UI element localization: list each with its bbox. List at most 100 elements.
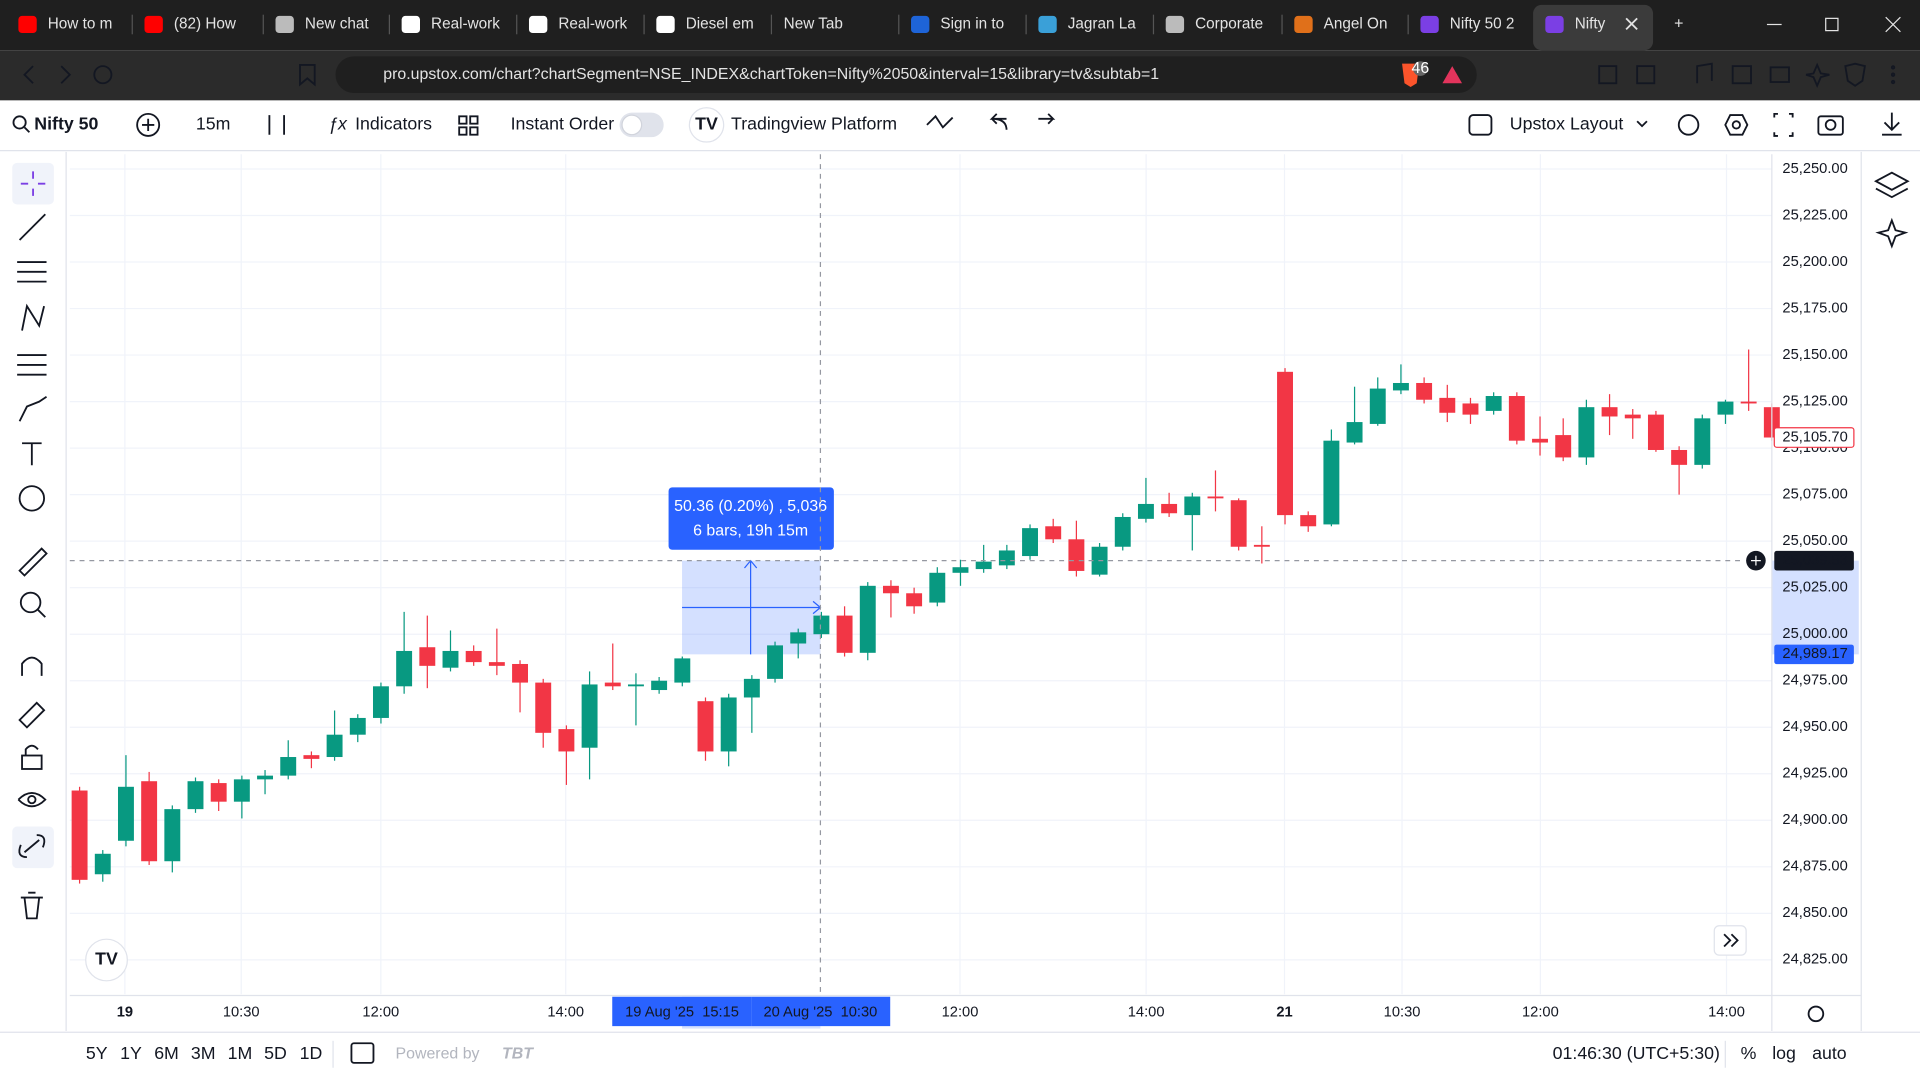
candle-body — [257, 775, 274, 780]
range-button[interactable]: 3M — [191, 1043, 216, 1063]
templates-button[interactable] — [458, 115, 479, 136]
close-window[interactable] — [1885, 16, 1901, 33]
right-panel — [1861, 151, 1920, 1032]
y-tick-label: 24,900.00 — [1782, 812, 1847, 828]
tab-icon — [1165, 15, 1185, 34]
y-tick-label: 25,025.00 — [1782, 580, 1847, 596]
candle-body — [1601, 407, 1618, 417]
candle-body — [1717, 401, 1734, 415]
log-toggle[interactable]: log — [1772, 1043, 1796, 1063]
active-tab[interactable] — [1533, 4, 1654, 51]
tab-title[interactable]: Nifty — [1575, 16, 1606, 33]
candle-body — [1230, 500, 1247, 547]
candle-body — [1161, 503, 1178, 514]
last-price-box — [1773, 427, 1855, 448]
brand: TBT — [502, 1045, 534, 1062]
candle-body — [1369, 388, 1386, 424]
layout[interactable]: Upstox Layout — [1510, 114, 1624, 134]
interval[interactable]: 15m — [196, 114, 231, 134]
forward-button[interactable] — [60, 65, 72, 84]
candle-body — [349, 717, 366, 735]
tab-title[interactable]: Sign in to — [940, 16, 1004, 33]
candle-body — [141, 781, 158, 862]
candle-body — [210, 783, 227, 802]
tv-watermark — [85, 938, 128, 982]
address-bar[interactable] — [335, 56, 1477, 94]
compare-button[interactable] — [136, 112, 161, 137]
symbol[interactable]: Nifty 50 — [34, 114, 98, 134]
layers-button[interactable] — [1873, 171, 1910, 199]
reload-button[interactable] — [93, 65, 113, 85]
candle-body — [1578, 407, 1595, 458]
range-low-label: 24,989.17 — [1782, 646, 1847, 662]
link-tool-active[interactable] — [12, 826, 54, 869]
range-button[interactable]: 1D — [300, 1043, 323, 1063]
candle-body — [1555, 435, 1572, 458]
clock: 01:46:30 (UTC+5:30) — [1553, 1043, 1720, 1063]
instant-order[interactable]: Instant Order — [511, 114, 615, 134]
bookmark[interactable] — [299, 63, 316, 87]
candle-body — [187, 781, 204, 810]
maximize[interactable] — [1825, 17, 1839, 32]
tv-logo: TV — [695, 114, 718, 134]
ai-button[interactable] — [1875, 217, 1909, 249]
tab-title[interactable]: Nifty 50 2 — [1450, 16, 1515, 33]
add-alert-plus — [1751, 555, 1761, 566]
range-button[interactable]: 6M — [154, 1043, 179, 1063]
new-tab-button[interactable]: + — [1674, 16, 1683, 33]
candle-body — [720, 697, 737, 752]
tab-title[interactable]: Jagran La — [1068, 16, 1137, 33]
candle-body — [1508, 396, 1525, 441]
tab-title[interactable]: Corporate — [1195, 16, 1263, 33]
badge: 46 — [1412, 60, 1430, 77]
tab-title[interactable]: Real-work — [558, 16, 627, 33]
x-tick-label: 14:00 — [1128, 1005, 1165, 1021]
auto-toggle[interactable]: auto — [1812, 1043, 1847, 1063]
range-button[interactable]: 5Y — [86, 1043, 108, 1063]
cursor-tool — [20, 171, 46, 196]
tab-icon — [656, 15, 675, 34]
cursor-tool-active[interactable] — [12, 162, 54, 205]
tab-title[interactable]: (82) How — [174, 16, 237, 33]
tab-close[interactable] — [1625, 17, 1638, 31]
candle-body — [859, 585, 876, 653]
tab-title[interactable]: Angel On — [1324, 16, 1388, 33]
chart-type-button[interactable] — [268, 115, 285, 135]
candle-body — [790, 632, 807, 644]
layout-dropdown[interactable] — [1636, 120, 1648, 128]
badge-bg — [1413, 61, 1428, 76]
percent-toggle[interactable]: % — [1741, 1043, 1757, 1063]
x-tick-label: 10:30 — [223, 1005, 260, 1021]
candle-body — [1740, 401, 1757, 404]
settings-button[interactable] — [1807, 1005, 1825, 1023]
rewards[interactable] — [1442, 66, 1463, 84]
replay-button[interactable] — [926, 114, 954, 129]
undo-button[interactable] — [989, 113, 1008, 130]
candle-body — [767, 645, 783, 679]
x-tick-label: 12:00 — [362, 1005, 399, 1021]
candle-body — [1485, 396, 1502, 411]
range-button[interactable]: 5D — [264, 1043, 287, 1063]
bottom-bar: 5Y 1Y 6M 3M 1M 5D 1D — [86, 1040, 334, 1068]
redo-button[interactable] — [1038, 113, 1056, 125]
tab-title[interactable]: New chat — [305, 16, 370, 33]
tab-title[interactable]: New Tab — [784, 16, 843, 33]
last-price-label: 25,105.70 — [1782, 429, 1847, 445]
crosshair-price-box — [1774, 550, 1854, 571]
candle-body — [535, 682, 552, 733]
tv-logo-circle — [688, 107, 725, 143]
tab-title[interactable]: Real-work — [431, 16, 500, 33]
platform[interactable]: Tradingview Platform — [731, 114, 897, 134]
indicators[interactable]: Indicators — [355, 114, 432, 134]
tab-title[interactable]: How to m — [48, 16, 113, 33]
candle-body — [1624, 414, 1641, 419]
y-tick-label: 24,875.00 — [1782, 859, 1847, 875]
date-range-button[interactable] — [350, 1042, 375, 1064]
back-button[interactable] — [23, 65, 34, 84]
range-button[interactable]: 1M — [228, 1043, 253, 1063]
candle-body — [117, 786, 134, 841]
range-button[interactable]: 1Y — [120, 1043, 142, 1063]
candle-body — [1045, 526, 1062, 540]
drawing-tools[interactable] — [17, 213, 48, 920]
tab-title[interactable]: Diesel em — [686, 16, 754, 33]
